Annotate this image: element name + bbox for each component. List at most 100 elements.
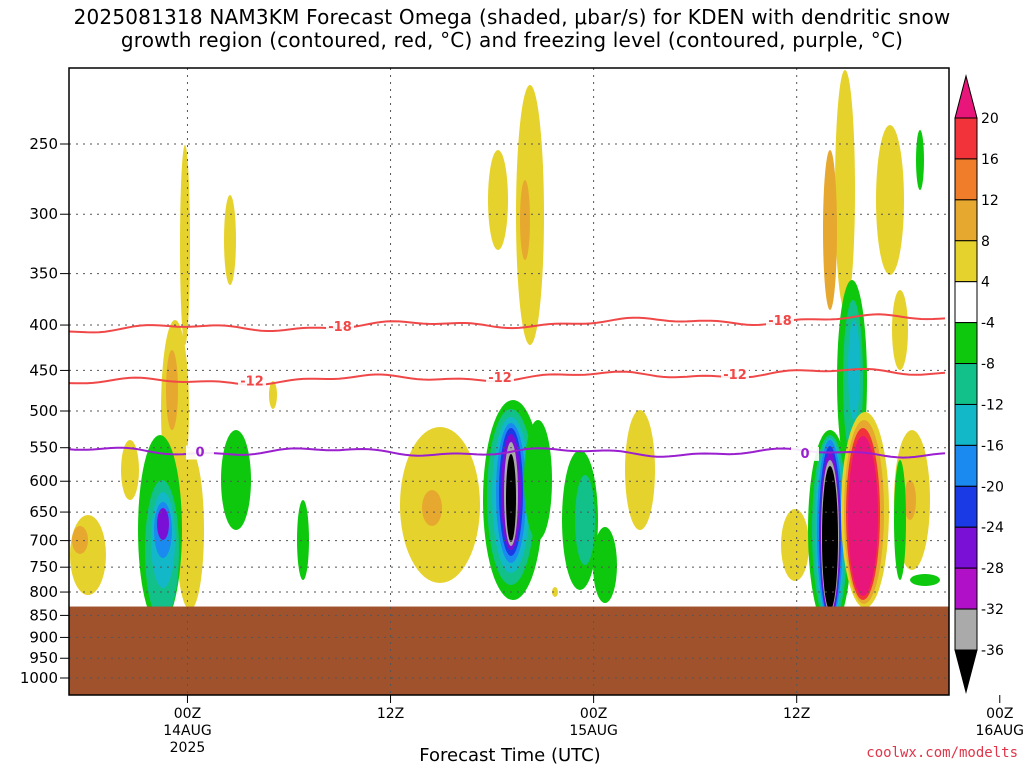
colorbar-label: -12 <box>981 397 1004 413</box>
x-tick-label: 12Z <box>377 706 404 722</box>
y-tick-label: 950 <box>29 649 58 667</box>
x-tick-label: 00Z <box>174 706 201 722</box>
colorbar-band <box>954 608 978 651</box>
omega-cell <box>524 420 552 540</box>
contour-label-bg <box>326 320 354 335</box>
colorbar-band <box>954 240 978 283</box>
y-tick-label: 700 <box>29 532 58 550</box>
terrain-block <box>69 606 949 695</box>
omega-cell <box>552 587 558 597</box>
y-tick-label: 600 <box>29 472 58 490</box>
omega-cell <box>70 515 106 595</box>
x-tick-label: 00Z <box>986 706 1013 722</box>
y-tick-label: 800 <box>29 583 58 601</box>
omega-cell <box>176 450 204 610</box>
x-tick-sublabel: 16AUG <box>976 723 1024 739</box>
colorbar-label: -4 <box>981 316 995 332</box>
colorbar-label: -24 <box>981 520 1004 536</box>
omega-cell <box>848 436 878 596</box>
y-tick-label: 1000 <box>20 669 58 687</box>
colorbar-label: 12 <box>981 193 999 209</box>
omega-cell <box>488 150 508 250</box>
omega-shading <box>70 70 940 630</box>
omega-cell <box>904 480 916 520</box>
y-tick-label: 450 <box>29 361 58 379</box>
colorbar-label: 16 <box>981 152 999 168</box>
contour-label-bg <box>791 446 819 461</box>
colorbar-bottom-arrow <box>954 649 978 694</box>
contour-label-bg <box>766 314 794 329</box>
y-tick-label: 900 <box>29 628 58 646</box>
omega-cell <box>835 70 855 310</box>
colorbar-band <box>954 322 978 365</box>
axes <box>68 67 950 696</box>
x-tick-year: 2025 <box>170 740 206 756</box>
colorbar-label: 4 <box>981 275 990 291</box>
colorbar-label: -32 <box>981 602 1004 618</box>
plot-frame <box>68 67 950 696</box>
colorbar-band <box>954 199 978 242</box>
colorbar-band <box>954 117 978 160</box>
x-tick-label: 12Z <box>783 706 810 722</box>
colorbar-band <box>954 567 978 610</box>
y-tick-label: 250 <box>29 135 58 153</box>
colorbar-label: -16 <box>981 438 1004 454</box>
colorbar-band <box>954 363 978 405</box>
omega-cell <box>822 466 838 610</box>
omega-cell <box>224 195 236 285</box>
omega-cell <box>910 574 940 586</box>
colorbar-band <box>954 158 978 201</box>
contour-label: -12 <box>240 375 264 390</box>
y-tick-label: 300 <box>29 205 58 223</box>
omega-cell <box>180 145 190 345</box>
contour-label-bg <box>486 371 514 386</box>
omega-cell <box>72 526 88 554</box>
omega-cell <box>876 125 904 275</box>
y-tick-label: 850 <box>29 606 58 624</box>
omega-cell <box>520 180 530 260</box>
omega-cell <box>781 509 809 581</box>
contour-label-bg <box>721 367 749 382</box>
contour-label: -12 <box>488 371 512 386</box>
colorbar-top-arrow <box>954 74 978 119</box>
colorbar-label: 8 <box>981 234 990 250</box>
y-tick-label: 550 <box>29 439 58 457</box>
y-tick-label: 500 <box>29 402 58 420</box>
x-tick-sublabel: 15AUG <box>569 723 618 739</box>
y-tick-label: 750 <box>29 558 58 576</box>
omega-cell <box>625 410 655 530</box>
omega-cell <box>575 475 595 565</box>
omega-cell <box>516 85 544 345</box>
omega-cell <box>157 508 169 540</box>
terrain-layer <box>69 606 949 695</box>
y-tick-label: 400 <box>29 316 58 334</box>
title-line-2: growth region (contoured, red, °C) and f… <box>120 28 904 52</box>
colorbar-band <box>954 526 978 569</box>
omega-cell <box>593 527 617 603</box>
contour-label-bg <box>186 445 214 460</box>
omega-cell <box>297 500 309 580</box>
y-tick-labels: 250 300 350 400 450 500 550 600 650 700 750 800 850 9… <box>20 135 69 687</box>
colorbar-label: -36 <box>981 643 1004 659</box>
y-tick-label: 350 <box>29 265 58 283</box>
contour-label: -18 <box>328 320 352 335</box>
colorbar-band <box>954 444 978 487</box>
chart-title: 2025081318 NAM3KM Forecast Omega (shaded… <box>0 6 1024 52</box>
omega-cell <box>823 150 837 310</box>
y-tick-label: 650 <box>29 503 58 521</box>
colorbar-label: -8 <box>981 357 995 373</box>
colorbar-label: 20 <box>981 111 999 127</box>
contour-label: 0 <box>800 447 809 462</box>
omega-cell <box>121 440 139 500</box>
omega-cell <box>894 460 906 580</box>
x-tick-label: 00Z <box>580 706 607 722</box>
colorbar-band <box>954 281 978 324</box>
contour-line-0 <box>69 313 946 334</box>
omega-cell <box>166 350 178 430</box>
contour-label: -12 <box>723 368 747 383</box>
colorbar-label: -28 <box>981 561 1004 577</box>
temperature-contours: -18 -18 -12 -12 -12 0 0 <box>69 313 946 462</box>
omega-cell <box>892 290 908 370</box>
contour-label-bg <box>238 374 266 389</box>
